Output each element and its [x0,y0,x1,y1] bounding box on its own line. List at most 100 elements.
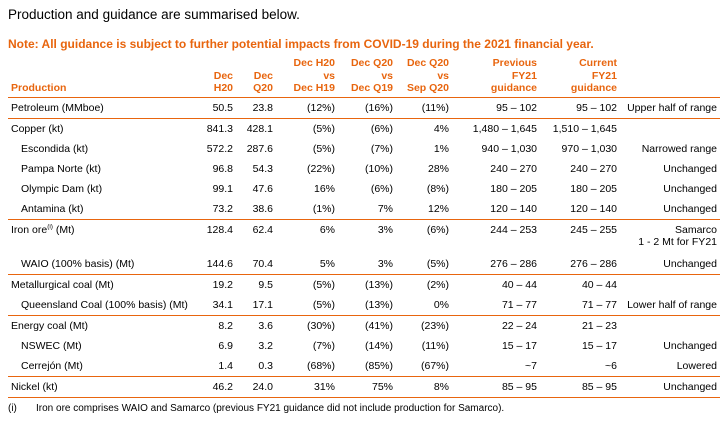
cell-q20: 0.3 [236,355,276,377]
row-label: NSWEC (Mt) [8,336,198,356]
row-label-text: WAIO (100% basis) (Mt) [21,257,135,270]
column-header-line: Current [579,57,617,69]
cell-vs1: (12%) [276,97,338,119]
cell-h20: 50.5 [198,97,236,119]
cell-curr: 970 – 1,030 [561,142,617,155]
cell-h20: 144.6 [198,253,236,275]
cell-q20: 38.6 [236,198,276,220]
cell-vs2: (13%) [364,278,393,291]
cell-comment: Unchanged [663,162,717,175]
cell-comment [620,274,720,295]
cell-vs1: (22%) [306,162,335,175]
cell-vs3: (67%) [396,355,452,377]
cell-comment [620,118,720,139]
cell-vs1: (5%) [312,278,335,291]
row-label-text: Petroleum (MMboe) [11,101,104,114]
cell-vs3: (11%) [396,97,452,119]
row-label-text: Copper (kt) [11,122,64,135]
cell-prev: 940 – 1,030 [481,142,537,155]
row-label: Iron ore(i) (Mt) [8,219,198,254]
covid-note: Note: All guidance is subject to further… [8,37,594,51]
cell-q20: 9.5 [258,278,273,291]
column-header-line: Dec [253,69,273,82]
comment-line: 1 - 2 Mt for FY21 [638,235,717,248]
cell-comment: Narrowed range [641,142,717,155]
table-row: NSWEC (Mt) 6.9 3.2 (7%) (14%) (11%) 15 – 17 15 … [8,336,720,356]
cell-vs1: 16% [313,182,335,195]
cell-vs2: 7% [338,198,396,220]
cell-q20: 47.6 [252,182,273,195]
row-label-text: Cerrejón (Mt) [21,359,83,372]
cell-q20: 62.4 [252,223,273,236]
cell-vs1: (68%) [276,355,338,377]
cell-vs3: 1% [433,142,449,155]
cell-curr: 1,510 – 1,645 [552,122,617,135]
cell-curr: 180 – 205 [570,182,617,195]
cell-vs2: (7%) [370,142,393,155]
column-header-line: vs [381,69,393,82]
column-header-line: guidance [490,82,537,94]
cell-vs1: (5%) [312,142,335,155]
table-row: Olympic Dam (kt) 99.1 47.6 16% (6%) (8%) 180 –… [8,179,720,199]
row-label-text: Escondida (kt) [21,142,89,155]
cell-comment: Unchanged [620,198,720,220]
row-label-text: NSWEC (Mt) [21,339,82,352]
cell-h20: 8.2 [218,319,233,332]
cell-h20: 34.1 [198,294,236,316]
row-label: Olympic Dam (kt) [8,179,198,199]
cell-vs2: (6%) [370,182,393,195]
column-header-line: Production [11,82,67,94]
cell-prev: 180 – 205 [490,182,537,195]
cell-q20: 17.1 [236,294,276,316]
table-row: WAIO (100% basis) (Mt) 144.6 70.4 5% 3% (5%) 2… [8,253,720,275]
column-header: Dec H20 [198,57,236,98]
row-label-text: Energy coal (Mt) [11,319,89,332]
cell-vs1: (5%) [312,122,335,135]
cell-h20: 96.8 [212,162,233,175]
cell-q20: 428.1 [246,122,273,135]
table-row: Antamina (kt) 73.2 38.6 (1%) 7% 12% 120 – 140 1… [8,198,720,220]
comment-line: Samarco [674,223,717,236]
cell-vs2: (13%) [338,294,396,316]
row-label-text: Nickel (kt) [11,380,58,393]
row-label: Petroleum (MMboe) [8,97,198,119]
cell-curr: 71 – 77 [540,294,620,316]
column-header-line: Previous [492,57,537,69]
cell-vs1: (5%) [276,294,338,316]
cell-vs3: (6%) [426,223,449,236]
column-header-line: Dec H19 [293,82,335,94]
cell-h20: 1.4 [198,355,236,377]
cell-vs3: (2%) [426,278,449,291]
row-label: Queensland Coal (100% basis) (Mt) [8,294,198,316]
cell-h20: 128.4 [206,223,233,236]
column-header-line: FY21 [591,69,617,82]
cell-prev: 15 – 17 [501,339,537,352]
cell-prev: 95 – 102 [452,97,540,119]
cell-vs3: 12% [396,198,452,220]
cell-prev: 276 – 286 [452,253,540,275]
cell-prev: 240 – 270 [490,162,537,175]
row-label: Cerrejón (Mt) [8,355,198,377]
column-header: Current FY21 guidance [540,57,620,98]
cell-vs3: 28% [427,162,449,175]
row-label: Metallurgical coal (Mt) [8,274,198,295]
cell-vs2: 75% [338,376,396,398]
cell-vs3: (23%) [420,319,449,332]
cell-q20: 23.8 [236,97,276,119]
column-header-line: Dec [213,69,233,82]
column-header-line: Dec H20 [293,57,335,69]
cell-comment: Samarco 1 - 2 Mt for FY21 [620,219,720,254]
cell-h20: 19.2 [212,278,233,291]
column-header: Dec H20 vs Dec H19 [276,57,338,98]
cell-prev: 1,480 – 1,645 [472,122,537,135]
cell-h20: 73.2 [198,198,236,220]
cell-curr: 245 – 255 [570,223,617,236]
cell-vs2: (16%) [338,97,396,119]
cell-prev: 22 – 24 [501,319,537,332]
cell-vs1: 5% [276,253,338,275]
row-label: Antamina (kt) [8,198,198,220]
row-label: WAIO (100% basis) (Mt) [8,253,198,275]
cell-q20: 24.0 [236,376,276,398]
cell-prev: 244 – 253 [490,223,537,236]
cell-vs3: (8%) [426,182,449,195]
